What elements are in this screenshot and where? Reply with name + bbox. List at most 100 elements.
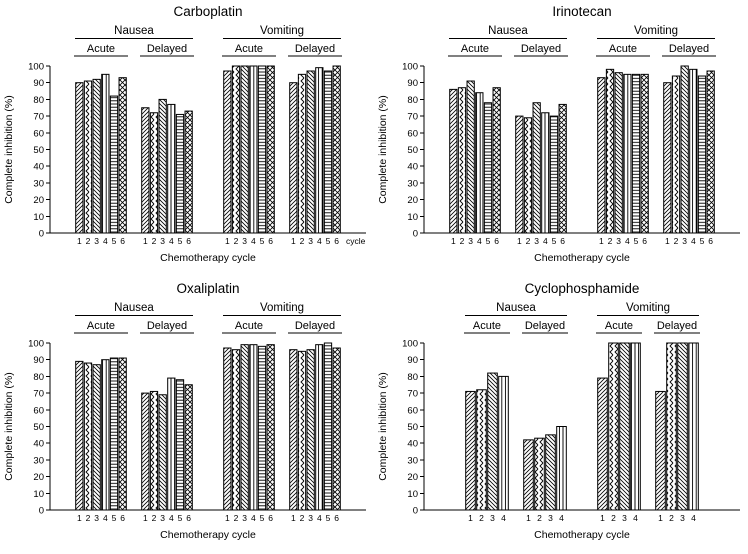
chart-title: Irinotecan bbox=[552, 4, 611, 19]
cycle-tick-label: 4 bbox=[103, 513, 108, 523]
y-tick-label: 100 bbox=[28, 339, 44, 350]
cycle-tick-label: 1 bbox=[143, 236, 148, 246]
bar-nausea-delayed-cycle-4 bbox=[556, 426, 567, 511]
y-tick-label: 30 bbox=[407, 455, 418, 466]
chart-title: Oxaliplatin bbox=[176, 281, 239, 296]
bar-vomiting-acute-cycle-6 bbox=[266, 65, 275, 234]
cycle-tick-label: 4 bbox=[251, 236, 256, 246]
bar-nausea-acute-cycle-2 bbox=[457, 87, 467, 234]
symptom-header: Vomiting bbox=[260, 302, 304, 314]
bar-vomiting-acute-cycle-4 bbox=[623, 73, 632, 234]
y-axis-label: Complete inhibition (%) bbox=[377, 95, 389, 204]
y-tick-label: 0 bbox=[39, 229, 44, 240]
cycle-tick-label: 5 bbox=[178, 236, 183, 246]
symptom-header: Nausea bbox=[496, 302, 536, 314]
phase-header: Acute bbox=[235, 43, 263, 55]
phase-header: Delayed bbox=[295, 43, 335, 55]
y-tick-label: 20 bbox=[407, 195, 418, 206]
cycle-tick-label: 6 bbox=[186, 236, 191, 246]
cycle-tick-label: 3 bbox=[616, 236, 621, 246]
cycle-tick-label: 3 bbox=[622, 513, 627, 523]
bar-nausea-acute-cycle-2 bbox=[83, 80, 93, 234]
bar-nausea-acute-cycle-3 bbox=[487, 372, 498, 511]
cycle-tick-label: 2 bbox=[611, 513, 616, 523]
bar-nausea-delayed-cycle-6 bbox=[184, 110, 193, 234]
cycle-tick-label: 4 bbox=[559, 513, 564, 523]
bar-vomiting-acute-cycle-3 bbox=[240, 65, 249, 234]
bar-vomiting-acute-cycle-2 bbox=[605, 68, 615, 234]
bar-nausea-delayed-cycle-6 bbox=[184, 384, 193, 511]
bar-vomiting-acute-cycle-5 bbox=[631, 73, 641, 234]
bar-nausea-acute-cycle-4 bbox=[101, 359, 110, 511]
bar-vomiting-delayed-cycle-3 bbox=[677, 342, 688, 511]
cycle-tick-label: 1 bbox=[451, 236, 456, 246]
y-tick-label: 10 bbox=[33, 489, 44, 500]
bar-nausea-delayed-cycle-3 bbox=[158, 394, 167, 511]
bar-nausea-acute-cycle-3 bbox=[466, 80, 475, 234]
bar-vomiting-delayed-cycle-2 bbox=[297, 73, 307, 234]
cycle-tick-label: 5 bbox=[326, 236, 331, 246]
cycle-tick-label: 2 bbox=[526, 236, 531, 246]
cycle-tick-label: 1 bbox=[291, 513, 296, 523]
cycle-tick-label: 6 bbox=[120, 513, 125, 523]
bar-vomiting-acute-cycle-1 bbox=[597, 77, 606, 234]
cycle-tick-label: 1 bbox=[599, 236, 604, 246]
y-tick-label: 50 bbox=[407, 422, 418, 433]
cycle-tick-label: 2 bbox=[300, 513, 305, 523]
phase-header: Delayed bbox=[657, 320, 697, 332]
y-tick-label: 60 bbox=[407, 128, 418, 139]
panel-carboplatin: Carboplatin Nausea Vomiting Acute Delayed Acu… bbox=[0, 0, 374, 277]
cycle-tick-label: 6 bbox=[494, 236, 499, 246]
cycle-tick-label: 3 bbox=[534, 236, 539, 246]
bar-vomiting-acute-cycle-1 bbox=[597, 377, 608, 511]
y-tick-label: 30 bbox=[33, 178, 44, 189]
cycle-tick-label: 4 bbox=[169, 236, 174, 246]
cycle-tick-label: 5 bbox=[260, 236, 265, 246]
chart-cyclophosphamide: Cyclophosphamide Nausea Vomiting Acute Delay… bbox=[377, 281, 740, 541]
bar-vomiting-acute-cycle-6 bbox=[266, 344, 275, 511]
y-tick-label: 50 bbox=[33, 422, 44, 433]
bar-vomiting-acute-cycle-6 bbox=[640, 73, 649, 234]
bar-nausea-acute-cycle-5 bbox=[109, 95, 119, 234]
cycle-tick-label: 3 bbox=[94, 236, 99, 246]
bar-nausea-acute-cycle-2 bbox=[83, 362, 93, 511]
y-tick-label: 20 bbox=[33, 472, 44, 483]
cycle-tick-label: 4 bbox=[317, 513, 322, 523]
cycle-tick-label: 4 bbox=[317, 236, 322, 246]
bar-nausea-delayed-cycle-2 bbox=[523, 117, 533, 234]
y-tick-label: 60 bbox=[407, 405, 418, 416]
bar-nausea-acute-cycle-1 bbox=[465, 390, 476, 511]
cycle-tick-label: 5 bbox=[486, 236, 491, 246]
bar-vomiting-acute-cycle-3 bbox=[240, 344, 249, 511]
bar-vomiting-delayed-cycle-5 bbox=[697, 75, 707, 234]
y-tick-label: 100 bbox=[402, 339, 418, 350]
cycle-tick-label: 6 bbox=[334, 513, 339, 523]
bar-nausea-acute-cycle-6 bbox=[118, 357, 127, 511]
y-tick-label: 80 bbox=[33, 95, 44, 106]
bar-nausea-delayed-cycle-1 bbox=[141, 392, 150, 511]
bar-vomiting-delayed-cycle-5 bbox=[323, 70, 333, 234]
phase-header: Delayed bbox=[669, 43, 709, 55]
bar-vomiting-delayed-cycle-5 bbox=[323, 342, 333, 511]
x-axis-label: Chemotherapy cycle bbox=[534, 252, 630, 264]
panel-cyclophosphamide: Cyclophosphamide Nausea Vomiting Acute Delay… bbox=[374, 277, 748, 554]
phase-header: Acute bbox=[605, 320, 633, 332]
cycle-tick-label: 6 bbox=[186, 513, 191, 523]
cycle-tick-label: 1 bbox=[225, 236, 230, 246]
y-tick-label: 0 bbox=[413, 506, 418, 517]
bar-vomiting-acute-cycle-1 bbox=[223, 347, 232, 511]
cycle-tick-label: 2 bbox=[674, 236, 679, 246]
cycle-tick-label: 2 bbox=[234, 236, 239, 246]
symptom-header: Vomiting bbox=[634, 25, 678, 37]
cycle-tick-label: 6 bbox=[708, 236, 713, 246]
cycle-tick-label: 5 bbox=[260, 513, 265, 523]
y-tick-label: 0 bbox=[39, 506, 44, 517]
bar-nausea-acute-cycle-4 bbox=[498, 375, 509, 511]
y-tick-label: 0 bbox=[413, 229, 418, 240]
cycle-tick-label: 6 bbox=[120, 236, 125, 246]
phase-header: Delayed bbox=[147, 320, 187, 332]
y-tick-label: 60 bbox=[33, 405, 44, 416]
bar-nausea-acute-cycle-6 bbox=[492, 87, 501, 234]
y-tick-label: 30 bbox=[33, 455, 44, 466]
phase-header: Acute bbox=[461, 43, 489, 55]
